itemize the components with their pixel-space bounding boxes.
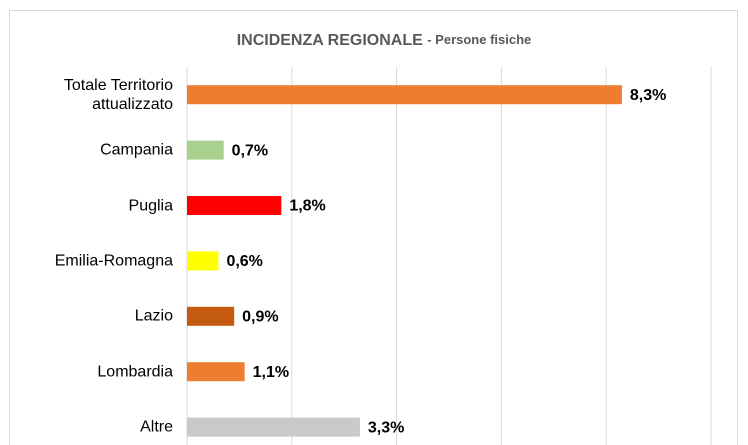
category-label: Altre (140, 418, 173, 436)
value-label: 0,9% (242, 309, 278, 326)
bar (187, 140, 224, 160)
title-group: INCIDENZA REGIONALE - Persone fisiche (237, 32, 532, 49)
category-label: Lombardia (97, 363, 173, 381)
value-label: 0,6% (226, 253, 262, 270)
bar (187, 196, 282, 215)
chart-subtitle: - Persone fisiche (427, 32, 531, 47)
value-label: 0,7% (232, 142, 268, 159)
category-label: Lazio (134, 307, 173, 325)
chart-title: INCIDENZA REGIONALE (237, 32, 423, 49)
category-label: Emilia-Romagna (54, 252, 173, 270)
bar (187, 417, 360, 437)
value-label: 3,3% (368, 419, 404, 436)
bar (187, 85, 622, 105)
bar (187, 362, 245, 382)
chart-frame (9, 10, 738, 445)
bar (187, 251, 219, 271)
value-label: 1,1% (253, 364, 289, 381)
value-label: 1,8% (289, 198, 325, 215)
value-label: 8,3% (630, 87, 666, 104)
category-label: Puglia (128, 197, 173, 214)
bar (187, 306, 235, 326)
category-label: Campania (100, 141, 173, 159)
category-label: Totale Territorio attualizzato (63, 76, 173, 113)
